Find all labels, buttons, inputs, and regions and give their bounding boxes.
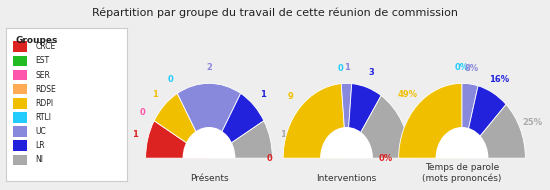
Text: 0: 0 — [140, 108, 146, 117]
Wedge shape — [320, 127, 373, 158]
Text: 8%: 8% — [465, 64, 479, 73]
Text: 3: 3 — [368, 68, 374, 77]
Wedge shape — [146, 121, 209, 158]
Text: 0: 0 — [168, 75, 174, 84]
Text: CRCE: CRCE — [36, 42, 56, 51]
Text: 6: 6 — [411, 111, 417, 120]
Text: 0: 0 — [337, 64, 343, 73]
FancyBboxPatch shape — [13, 70, 28, 80]
FancyBboxPatch shape — [13, 98, 28, 109]
Text: 25%: 25% — [522, 118, 542, 127]
FancyBboxPatch shape — [13, 55, 28, 66]
Wedge shape — [209, 121, 272, 158]
Text: Répartition par groupe du travail de cette réunion de commission: Répartition par groupe du travail de cet… — [92, 8, 458, 18]
Text: NI: NI — [36, 155, 44, 164]
Text: RTLI: RTLI — [36, 113, 52, 122]
Text: UC: UC — [36, 127, 47, 136]
Text: 1: 1 — [260, 90, 266, 99]
FancyBboxPatch shape — [13, 154, 28, 165]
Wedge shape — [399, 83, 462, 158]
Text: Interventions: Interventions — [316, 174, 377, 183]
Text: RDPI: RDPI — [36, 99, 54, 108]
Wedge shape — [436, 127, 488, 158]
Text: 1: 1 — [280, 130, 286, 139]
Text: 49%: 49% — [398, 90, 418, 99]
Text: SER: SER — [36, 70, 51, 79]
Text: 1: 1 — [344, 63, 349, 72]
Text: Temps de parole
(mots prononcés): Temps de parole (mots prononcés) — [422, 163, 502, 183]
Wedge shape — [177, 83, 241, 158]
Text: LR: LR — [36, 141, 45, 150]
FancyBboxPatch shape — [13, 112, 28, 123]
Text: 1: 1 — [152, 90, 158, 99]
Text: Présents: Présents — [190, 174, 228, 183]
Wedge shape — [346, 84, 381, 158]
Text: RDSE: RDSE — [36, 85, 57, 94]
FancyBboxPatch shape — [13, 140, 28, 151]
Wedge shape — [346, 96, 410, 158]
Text: 0%: 0% — [378, 154, 393, 163]
Text: 16%: 16% — [490, 75, 510, 84]
Wedge shape — [341, 83, 352, 158]
Text: 0: 0 — [267, 154, 273, 163]
Text: Groupes: Groupes — [15, 36, 58, 45]
Wedge shape — [462, 83, 478, 158]
Text: 9: 9 — [287, 93, 293, 101]
Wedge shape — [154, 93, 209, 158]
Wedge shape — [183, 127, 235, 158]
Text: 1: 1 — [132, 130, 138, 139]
Wedge shape — [462, 86, 506, 158]
Wedge shape — [462, 105, 525, 158]
FancyBboxPatch shape — [13, 84, 28, 94]
Text: 2: 2 — [206, 63, 212, 72]
Text: EST: EST — [36, 56, 50, 65]
Wedge shape — [283, 84, 346, 158]
FancyBboxPatch shape — [13, 41, 28, 52]
FancyBboxPatch shape — [13, 126, 28, 137]
Text: 0%: 0% — [455, 63, 469, 72]
Wedge shape — [209, 93, 264, 158]
